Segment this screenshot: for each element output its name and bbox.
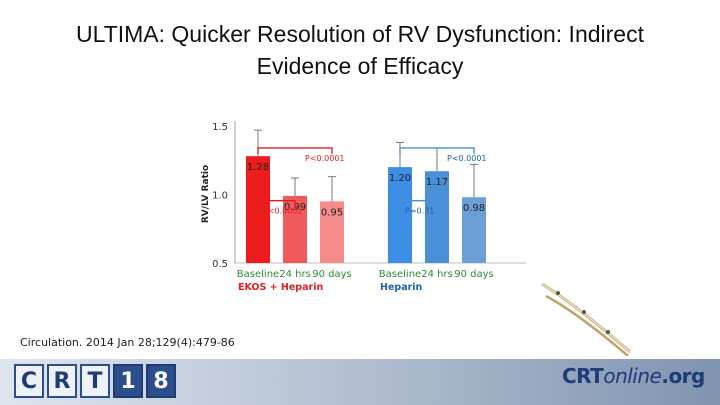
p-value-label: P<0.0001 — [447, 154, 487, 163]
x-tick-label: 24 hrs — [421, 269, 453, 280]
crtonline-logo-org: .org — [661, 364, 705, 388]
citation: Circulation. 2014 Jan 28;129(4):479-86 — [20, 336, 235, 349]
crt18-logo-letter: R — [47, 364, 77, 398]
x-tick-label: 24 hrs — [279, 269, 311, 280]
group-label: EKOS + Heparin — [238, 282, 323, 293]
bar-value-label: 1.17 — [426, 177, 448, 188]
p-value-label: P<0.0001 — [305, 154, 345, 163]
crtonline-logo[interactable]: CRTonline.org — [562, 364, 705, 388]
p-value-bracket — [399, 199, 438, 207]
crt18-logo-letter: C — [14, 364, 44, 398]
y-axis-label: RV/LV Ratio — [201, 165, 211, 223]
y-tick-label: 0.5 — [212, 259, 228, 270]
crt18-logo-digit: 1 — [113, 364, 143, 398]
y-tick-label: 1.5 — [212, 122, 228, 133]
rv-lv-chart: RV/LV Ratio 1.5 1.0 0.5 1.28 Baseline 0.99 24 h… — [186, 93, 533, 309]
slide-title-line1: ULTIMA: Quicker Resolution of RV Dysfunc… — [76, 21, 644, 47]
crt18-logo-digit: 8 — [146, 364, 176, 398]
crt18-logo: C R T 1 8 — [14, 364, 176, 398]
chart-bar — [246, 156, 270, 263]
slide-title: ULTIMA: Quicker Resolution of RV Dysfunc… — [0, 18, 720, 82]
x-tick-label: 90 days — [312, 269, 352, 280]
x-tick-label: Baseline — [379, 269, 421, 280]
chart-bar — [462, 197, 486, 263]
x-tick-label: 90 days — [454, 269, 494, 280]
p-value-label: P<0.0001 — [263, 207, 303, 216]
chart-bar — [425, 171, 449, 263]
p-value-bracket — [399, 147, 475, 154]
p-value-bracket — [257, 199, 296, 207]
chart-bar — [283, 195, 307, 263]
chart-bar — [320, 201, 344, 263]
bar-value-label: 0.99 — [284, 202, 306, 213]
p-value-bracket — [257, 147, 333, 154]
bar-value-label: 1.20 — [389, 173, 411, 184]
chart-bar — [388, 167, 412, 263]
rv-lv-chart-svg: RV/LV Ratio 1.5 1.0 0.5 1.28 Baseline 0.99 24 h… — [186, 93, 533, 309]
bar-value-label: 0.98 — [463, 203, 485, 214]
y-tick-label: 1.0 — [212, 191, 228, 202]
crtonline-logo-online: online — [603, 364, 662, 388]
group-label: Heparin — [380, 282, 423, 293]
bar-value-label: 0.95 — [321, 207, 343, 218]
crt18-logo-letter: T — [80, 364, 110, 398]
x-tick-label: Baseline — [237, 269, 279, 280]
bar-value-label: 1.28 — [247, 162, 269, 173]
crtonline-logo-crt: CRT — [562, 364, 604, 388]
p-value-label: P=0.31 — [405, 207, 434, 216]
slide-title-line2: Evidence of Efficacy — [256, 53, 464, 79]
catheter-image — [541, 282, 631, 356]
